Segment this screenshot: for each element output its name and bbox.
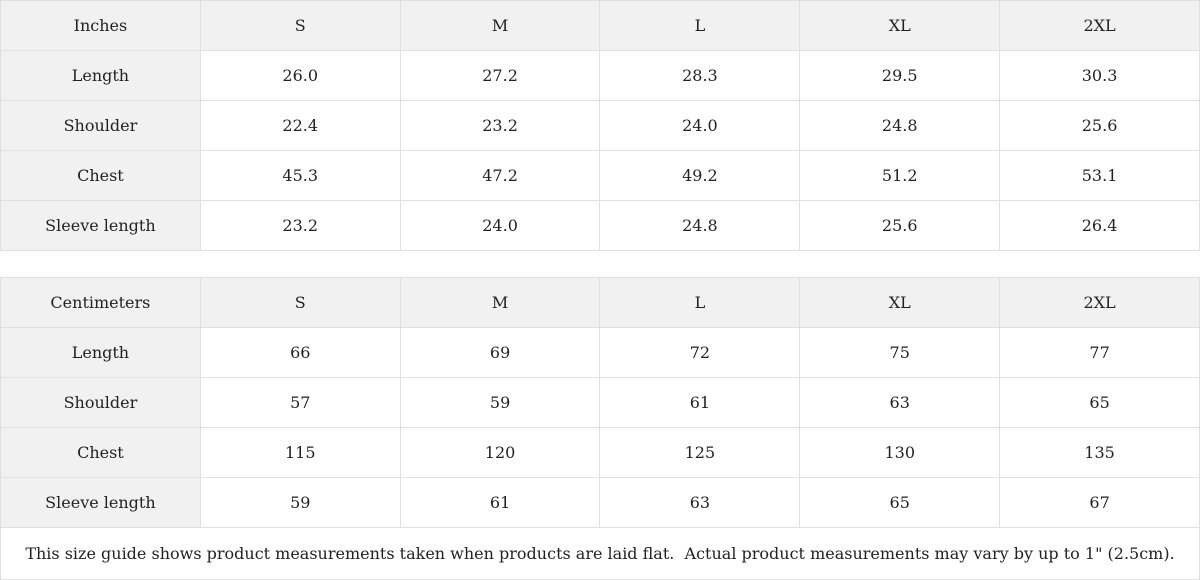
measurement-value: 57 (199, 377, 401, 428)
measurement-label: Shoulder (0, 377, 201, 428)
table-row: Length 66 69 72 75 77 (0, 327, 1200, 378)
measurement-value: 30.3 (999, 50, 1200, 101)
measurement-value: 61 (599, 377, 801, 428)
measurement-label: Chest (0, 150, 201, 201)
table-row: Chest 45.3 47.2 49.2 51.2 53.1 (0, 150, 1200, 201)
measurement-value: 72 (599, 327, 801, 378)
measurement-label: Chest (0, 427, 201, 478)
measurement-label: Length (0, 50, 201, 101)
measurement-value: 45.3 (199, 150, 401, 201)
table-row: Shoulder 57 59 61 63 65 (0, 377, 1200, 428)
table-gap (0, 251, 1200, 277)
measurement-value: 24.0 (599, 100, 801, 151)
measurement-value: 66 (199, 327, 401, 378)
table-row: Sleeve length 23.2 24.0 24.8 25.6 26.4 (0, 200, 1200, 251)
size-header-xl: XL (799, 0, 1001, 51)
table-header-row: Inches S M L XL 2XL (0, 0, 1200, 51)
measurement-value: 29.5 (799, 50, 1001, 101)
size-header-2xl: 2XL (999, 277, 1200, 328)
measurement-value: 65 (999, 377, 1200, 428)
table-row: Length 26.0 27.2 28.3 29.5 30.3 (0, 50, 1200, 101)
measurement-value: 28.3 (599, 50, 801, 101)
size-header-s: S (199, 0, 401, 51)
measurement-value: 69 (399, 327, 601, 378)
measurement-value: 26.4 (999, 200, 1200, 251)
measurement-value: 26.0 (199, 50, 401, 101)
measurement-value: 49.2 (599, 150, 801, 201)
measurement-value: 25.6 (999, 100, 1200, 151)
measurement-value: 51.2 (799, 150, 1001, 201)
size-header-s: S (199, 277, 401, 328)
measurement-value: 135 (999, 427, 1200, 478)
measurement-value: 65 (799, 477, 1001, 528)
table-header-row: Centimeters S M L XL 2XL (0, 277, 1200, 328)
measurement-value: 24.8 (599, 200, 801, 251)
unit-header: Centimeters (0, 277, 201, 328)
measurement-label: Shoulder (0, 100, 201, 151)
measurement-value: 75 (799, 327, 1001, 378)
size-header-m: M (399, 277, 601, 328)
measurement-label: Sleeve length (0, 477, 201, 528)
measurement-value: 47.2 (399, 150, 601, 201)
measurement-value: 115 (199, 427, 401, 478)
measurement-value: 125 (599, 427, 801, 478)
table-row: Shoulder 22.4 23.2 24.0 24.8 25.6 (0, 100, 1200, 151)
measurement-value: 23.2 (399, 100, 601, 151)
measurement-value: 53.1 (999, 150, 1200, 201)
size-table-inches: Inches S M L XL 2XL Length 26.0 27.2 28.3 29.5 30.3… (0, 0, 1200, 251)
size-header-l: L (599, 0, 801, 51)
size-header-l: L (599, 277, 801, 328)
unit-header: Inches (0, 0, 201, 51)
measurement-value: 22.4 (199, 100, 401, 151)
measurement-value: 24.8 (799, 100, 1001, 151)
size-table-centimeters: Centimeters S M L XL 2XL Length 66 69 72 75 77 Shoul… (0, 277, 1200, 528)
measurement-value: 67 (999, 477, 1200, 528)
table-row: Sleeve length 59 61 63 65 67 (0, 477, 1200, 528)
measurement-value: 27.2 (399, 50, 601, 101)
table-row: Chest 115 120 125 130 135 (0, 427, 1200, 478)
measurement-value: 59 (399, 377, 601, 428)
measurement-value: 24.0 (399, 200, 601, 251)
size-header-xl: XL (799, 277, 1001, 328)
measurement-value: 23.2 (199, 200, 401, 251)
measurement-value: 120 (399, 427, 601, 478)
measurement-value: 25.6 (799, 200, 1001, 251)
size-header-m: M (399, 0, 601, 51)
measurement-value: 63 (599, 477, 801, 528)
measurement-value: 77 (999, 327, 1200, 378)
size-guide-note: This size guide shows product measuremen… (0, 528, 1200, 580)
measurement-label: Sleeve length (0, 200, 201, 251)
measurement-value: 59 (199, 477, 401, 528)
measurement-value: 130 (799, 427, 1001, 478)
measurement-label: Length (0, 327, 201, 378)
measurement-value: 61 (399, 477, 601, 528)
measurement-value: 63 (799, 377, 1001, 428)
size-header-2xl: 2XL (999, 0, 1200, 51)
